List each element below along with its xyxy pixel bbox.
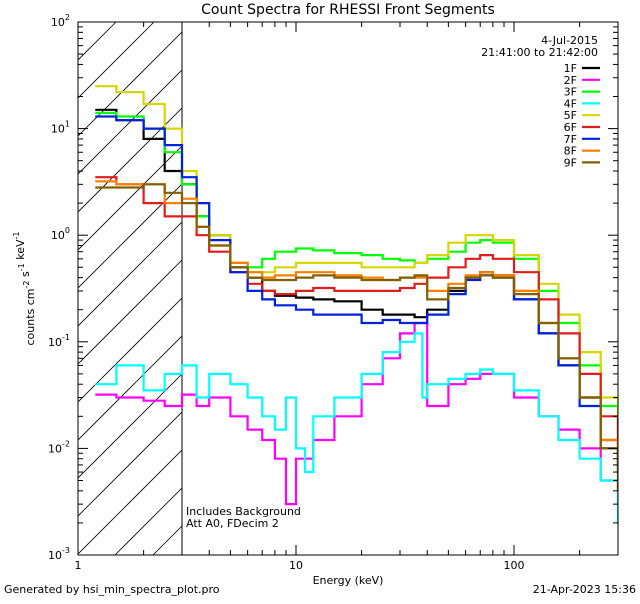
- footer-generated-by: Generated by hsi_min_spectra_plot.pro: [4, 583, 220, 596]
- hatch-line: [78, 22, 79, 23]
- legend-label-3F: 3F: [564, 86, 577, 99]
- footer-timestamp: 21-Apr-2023 15:36: [532, 583, 636, 596]
- legend-label-6F: 6F: [564, 121, 577, 134]
- y-tick-label: 101: [51, 120, 70, 136]
- legend-label-7F: 7F: [564, 133, 577, 146]
- hatch-line: [78, 22, 231, 175]
- hatch-line: [78, 22, 117, 61]
- annotation-attenuator: Att A0, FDecim 2: [186, 517, 279, 530]
- series-line-4F: [95, 332, 618, 523]
- legend-label-4F: 4F: [564, 97, 577, 110]
- y-axis-label: counts cm-2 s-1 keV-1: [12, 232, 37, 346]
- y-tick-label: 100: [51, 226, 70, 242]
- date-label: 4-Jul-2015: [541, 34, 598, 47]
- plot-frame: [77, 21, 619, 556]
- x-tick-label: 10: [289, 559, 303, 572]
- y-tick-label: 102: [51, 13, 70, 29]
- legend-label-1F: 1F: [564, 62, 577, 75]
- y-tick-label: 10-3: [48, 546, 70, 562]
- y-tick-label: 10-2: [48, 439, 70, 455]
- hatch-line: [78, 22, 269, 213]
- series-line-6F: [95, 176, 618, 449]
- legend-label-2F: 2F: [564, 74, 577, 87]
- legend-label-9F: 9F: [564, 156, 577, 169]
- time-range-label: 21:41:00 to 21:42:00: [481, 46, 598, 59]
- x-axis-label: Energy (keV): [313, 574, 384, 587]
- x-tick-label: 100: [503, 559, 524, 572]
- series-line-2F: [95, 321, 618, 506]
- annotation-background: Includes Background: [186, 505, 301, 518]
- axes: 1 10 100 10-3 10-2 10-1 100 101 102 counts cm-2 s…: [12, 13, 619, 572]
- series-layer: [95, 85, 618, 523]
- x-tick-label: 1: [75, 559, 82, 572]
- y-tick-label: 10-1: [48, 333, 70, 349]
- chart-title: Count Spectra for RHESSI Front Segments: [201, 2, 495, 18]
- series-line-9F: [95, 183, 618, 491]
- legend-label-8F: 8F: [564, 145, 577, 158]
- legend-label-5F: 5F: [564, 109, 577, 122]
